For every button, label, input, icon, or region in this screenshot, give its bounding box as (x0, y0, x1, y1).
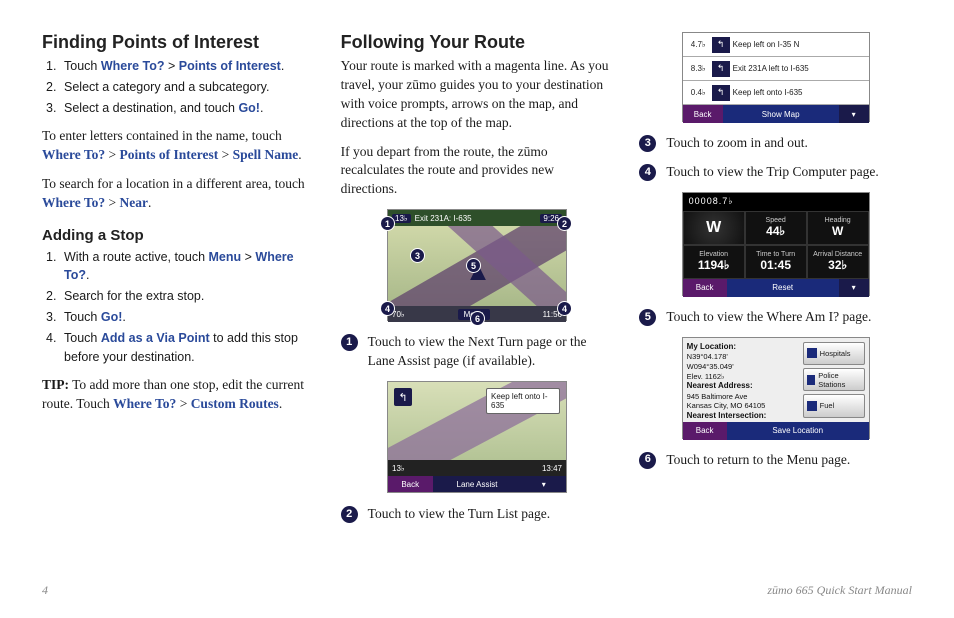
where-am-i-screenshot: My Location: N39°04.178' W094°35.049' El… (682, 337, 870, 439)
page-number: 4 (42, 583, 48, 598)
callout-num-4: 4 (639, 164, 656, 181)
tl-showmap-button: Show Map (723, 105, 839, 123)
callout-5: 5 Touch to view the Where Am I? page. (639, 308, 912, 327)
callout-6-text: Touch to return to the Menu page. (666, 451, 850, 470)
trip-back-button: Back (683, 279, 727, 297)
poi-step-3: Select a destination, and touch Go!. (42, 99, 315, 117)
route-p2: If you depart from the route, the zūmo r… (341, 143, 614, 200)
trip-reset-button: Reset (727, 279, 839, 297)
hospitals-button: Hospitals (803, 342, 865, 365)
callout-num-5: 5 (639, 309, 656, 326)
callout-5-text: Touch to view the Where Am I? page. (666, 308, 871, 327)
stop-step-3: Touch Go!. (42, 308, 315, 326)
callout-6: 6 Touch to return to the Menu page. (639, 451, 912, 470)
poi-near-note: To search for a location in a different … (42, 175, 315, 213)
overlay-2: 2 (557, 216, 572, 231)
trip-computer-screenshot: 00008.7♭ W Speed44♭ HeadingW Elevation11… (682, 192, 870, 296)
poi-step-1: Touch Where To? > Points of Interest. (42, 57, 315, 75)
turn-row-3: 0.4♭↰Keep left onto I-635 (683, 81, 869, 105)
police-button: Police Stations (803, 368, 865, 391)
turn-arrow-icon: ↰ (394, 388, 412, 406)
callout-3-text: Touch to zoom in and out. (666, 134, 808, 153)
callout-2: 2 Touch to view the Turn List page. (341, 505, 614, 524)
callout-2-text: Touch to view the Turn List page. (368, 505, 550, 524)
trip-down-button: ▾ (839, 279, 869, 297)
heading-cell: HeadingW (807, 211, 869, 245)
callout-1: 1 Touch to view the Next Turn page or th… (341, 333, 614, 371)
odometer: 00008.7♭ (683, 193, 869, 211)
map-main-screenshot: 13♭ Exit 231A: I-635 9:26 70♭ Menu 11:56… (387, 209, 567, 321)
column-3: 4.7♭↰Keep left on I-35 N 8.3♭↰Exit 231A … (639, 32, 912, 562)
poi-step-2: Select a category and a subcategory. (42, 78, 315, 96)
stop-steps: With a route active, touch Menu > Where … (42, 248, 315, 366)
stop-step-4: Touch Add as a Via Point to add this sto… (42, 329, 315, 365)
wa-back-button: Back (683, 422, 727, 440)
callout-num-2: 2 (341, 506, 358, 523)
overlay-6: 6 (470, 311, 485, 326)
fuel-icon (807, 401, 817, 411)
turn-icon: ↰ (712, 61, 730, 77)
stop-step-2: Search for the extra stop. (42, 287, 315, 305)
lane-time: 13:47 (542, 464, 562, 473)
column-1: Finding Points of Interest Touch Where T… (42, 32, 315, 562)
wa-save-button: Save Location (727, 422, 869, 440)
lane-back-button: Back (388, 476, 433, 492)
police-icon (807, 375, 816, 385)
callout-1-text: Touch to view the Next Turn page or the … (368, 333, 614, 371)
callout-3: 3 Touch to zoom in and out. (639, 134, 912, 153)
location-info: My Location: N39°04.178' W094°35.049' El… (683, 338, 803, 422)
tl-down-button: ▾ (839, 105, 869, 123)
route-p1: Your route is marked with a magenta line… (341, 57, 614, 133)
lane-assist-screenshot: ↰ Keep left onto I-635 13♭ 13:47 Back La… (387, 381, 567, 493)
lane-dist: 13♭ (392, 464, 405, 473)
tip-paragraph: TIP: To add more than one stop, edit the… (42, 376, 315, 414)
heading-following-route: Following Your Route (341, 32, 614, 53)
callout-num-3: 3 (639, 135, 656, 152)
lane-down-button: ▾ (522, 476, 567, 492)
column-2: Following Your Route Your route is marke… (341, 32, 614, 562)
overlay-4r: 4 (557, 301, 572, 316)
turn-icon: ↰ (712, 37, 730, 53)
heading-poi: Finding Points of Interest (42, 32, 315, 53)
page-footer: 4 zūmo 665 Quick Start Manual (42, 583, 912, 598)
elevation-cell: Elevation1194♭ (683, 245, 745, 279)
callout-num-1: 1 (341, 334, 358, 351)
callout-4-text: Touch to view the Trip Computer page. (666, 163, 878, 182)
turn-list-screenshot: 4.7♭↰Keep left on I-35 N 8.3♭↰Exit 231A … (682, 32, 870, 122)
lane-assist-button: Lane Assist (433, 476, 522, 492)
heading-adding-stop: Adding a Stop (42, 227, 315, 244)
poi-spell-note: To enter letters contained in the name, … (42, 127, 315, 165)
tl-back-button: Back (683, 105, 723, 123)
callout-4: 4 Touch to view the Trip Computer page. (639, 163, 912, 182)
hospital-icon (807, 348, 817, 358)
next-turn-text: Exit 231A: I-635 (415, 214, 472, 223)
speed-cell: Speed44♭ (745, 211, 807, 245)
manual-title: zūmo 665 Quick Start Manual (767, 583, 912, 598)
lane-bubble: Keep left onto I-635 (486, 388, 560, 414)
turn-row-1: 4.7♭↰Keep left on I-35 N (683, 33, 869, 57)
timetoturn-cell: Time to Turn01:45 (745, 245, 807, 279)
stop-step-1: With a route active, touch Menu > Where … (42, 248, 315, 284)
poi-steps: Touch Where To? > Points of Interest. Se… (42, 57, 315, 117)
fuel-button: Fuel (803, 394, 865, 417)
compass-cell: W (683, 211, 745, 245)
callout-num-6: 6 (639, 452, 656, 469)
turn-row-2: 8.3♭↰Exit 231A left to I-635 (683, 57, 869, 81)
turn-icon: ↰ (712, 85, 730, 101)
arrival-cell: Arrival Distance32♭ (807, 245, 869, 279)
